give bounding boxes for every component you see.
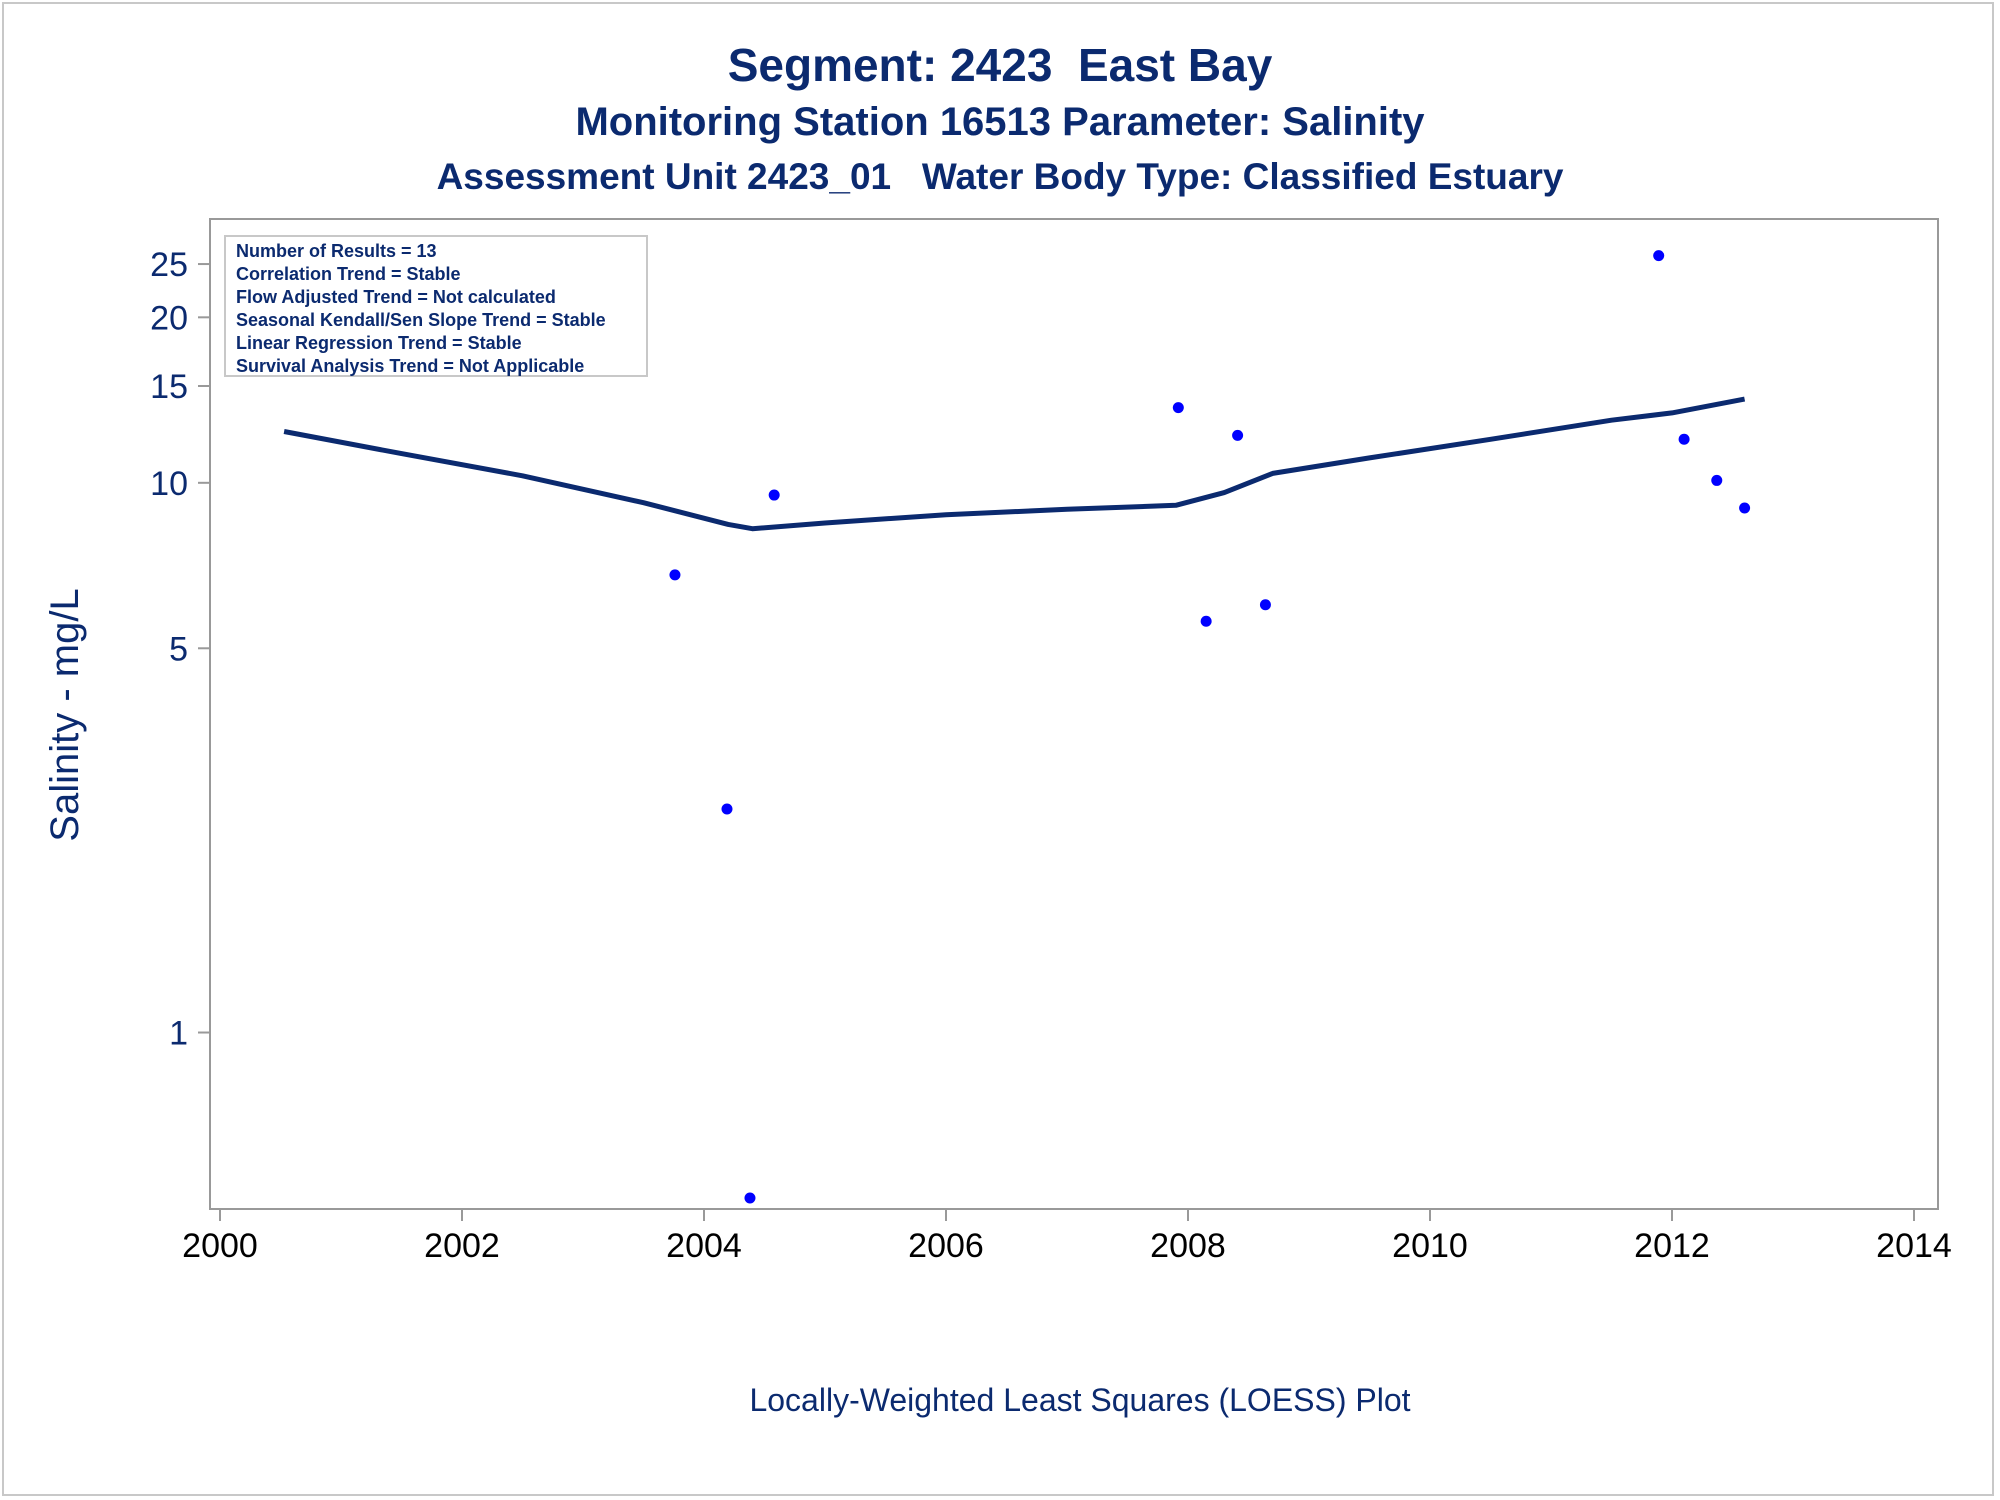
data-point (1200, 615, 1212, 627)
y-tick-label: 1 (169, 1015, 188, 1053)
y-tick-label: 10 (150, 465, 188, 503)
trend-stats-box: Number of Results = 13 Correlation Trend… (224, 235, 648, 377)
stats-line: Number of Results = 13 (236, 241, 437, 261)
data-point (1711, 474, 1723, 486)
data-point (1232, 429, 1244, 441)
data-point (1172, 402, 1184, 414)
x-tick-label: 2006 (908, 1227, 984, 1265)
data-point (1653, 250, 1665, 262)
data-point (721, 803, 733, 815)
stats-line: Linear Regression Trend = Stable (236, 333, 522, 353)
chart-title: Segment: 2423 East Bay (727, 39, 1273, 91)
stats-line: Correlation Trend = Stable (236, 264, 461, 284)
stats-line: Survival Analysis Trend = Not Applicable (236, 356, 585, 376)
chart-footnote: Locally-Weighted Least Squares (LOESS) P… (749, 1382, 1411, 1418)
x-tick-label: 2002 (424, 1227, 500, 1265)
x-tick-label: 2010 (1392, 1227, 1468, 1265)
y-axis-label: Salinity - mg/L (43, 588, 87, 841)
x-tick-label: 2012 (1634, 1227, 1710, 1265)
data-point (1678, 433, 1690, 445)
y-tick-label: 5 (169, 630, 188, 668)
plot-frame (209, 218, 1939, 1210)
data-point (669, 569, 681, 581)
loess-trend-line (283, 396, 1746, 532)
stats-line: Flow Adjusted Trend = Not calculated (236, 287, 556, 307)
x-tick-label: 2008 (1150, 1227, 1226, 1265)
y-tick-label: 25 (150, 246, 188, 284)
data-point (1259, 599, 1271, 611)
chart-subtitle: Monitoring Station 16513 Parameter: Sali… (575, 100, 1425, 144)
data-point (1739, 502, 1751, 514)
x-tick-label: 2014 (1876, 1227, 1952, 1265)
y-tick-label: 20 (150, 299, 188, 337)
x-tick-label: 2004 (666, 1227, 742, 1265)
data-point (744, 1192, 756, 1204)
chart-subtitle-2: Assessment Unit 2423_01 Water Body Type:… (436, 156, 1564, 197)
y-tick-label: 15 (150, 368, 188, 406)
stats-line: Seasonal Kendall/Sen Slope Trend = Stabl… (236, 310, 606, 330)
data-point (768, 489, 780, 501)
x-tick-label: 2000 (182, 1227, 258, 1265)
